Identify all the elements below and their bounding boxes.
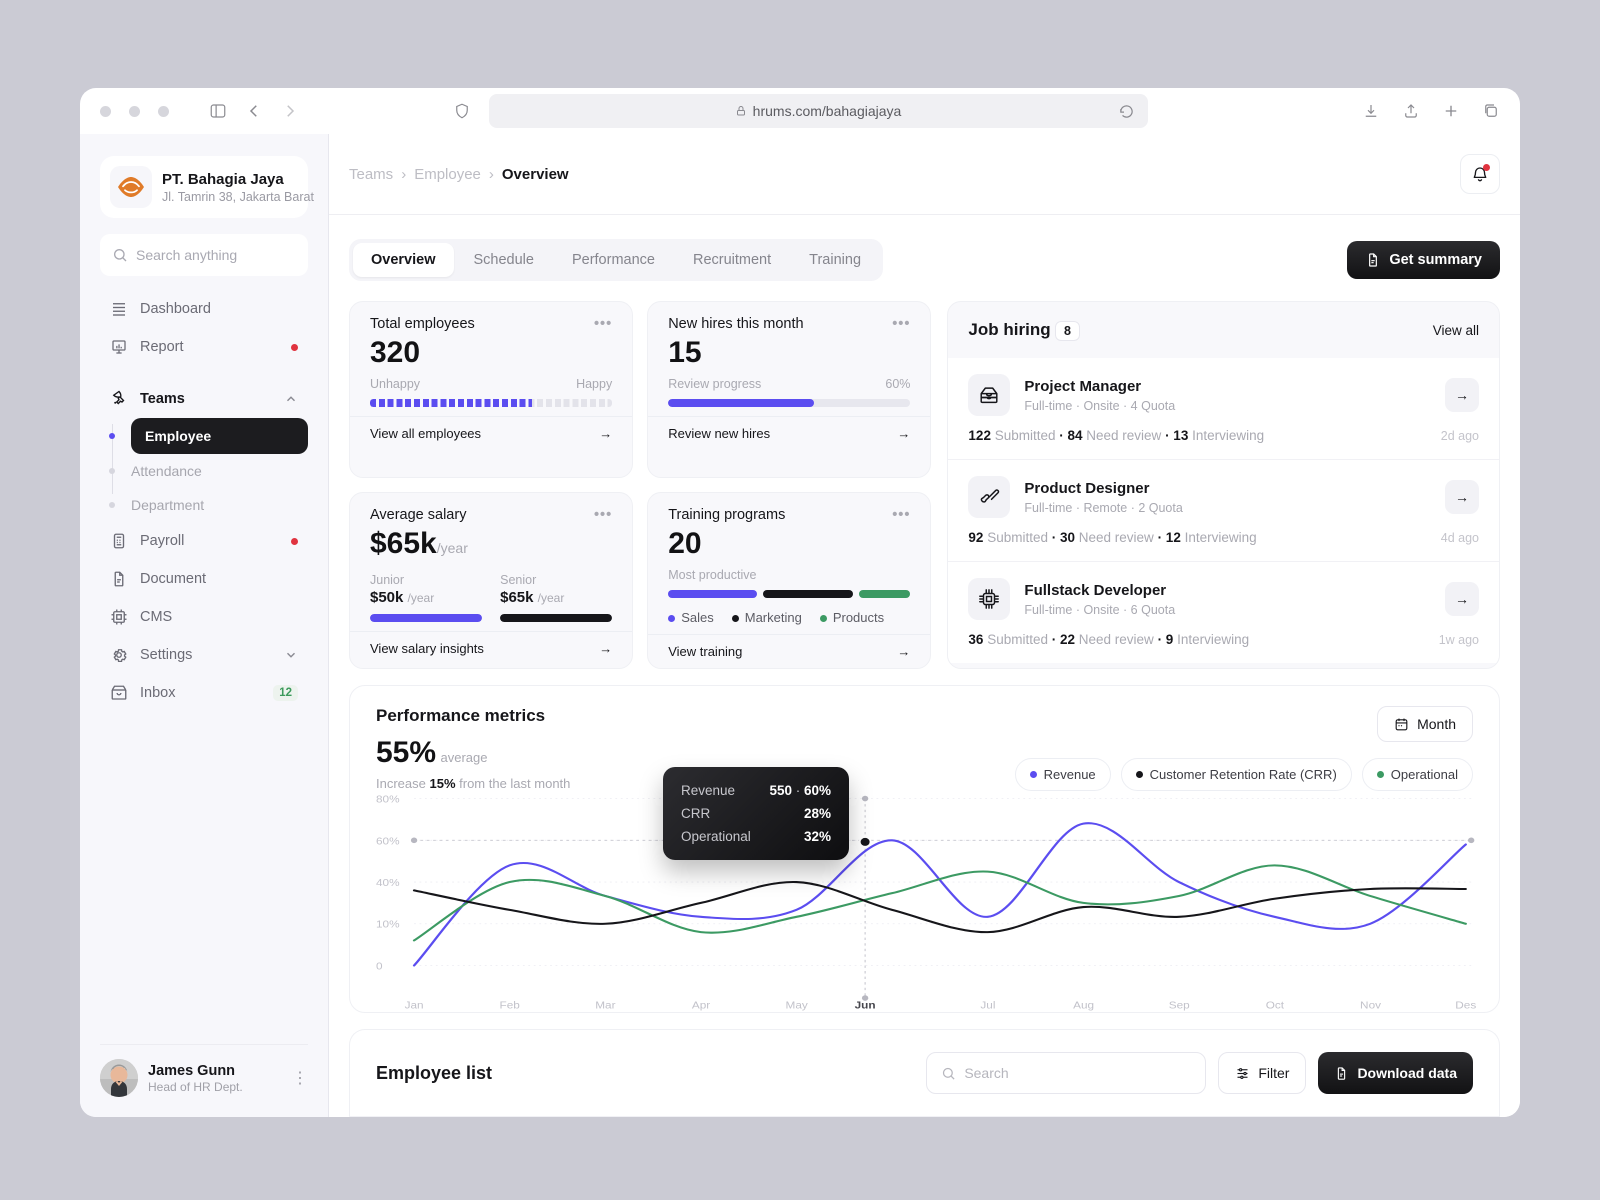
svg-text:60%: 60%	[376, 836, 400, 847]
svg-text:Des: Des	[1455, 1000, 1476, 1011]
svg-text:Mar: Mar	[595, 1000, 616, 1011]
svg-text:40%: 40%	[376, 878, 400, 889]
svg-text:May: May	[786, 1000, 809, 1011]
svg-text:Oct: Oct	[1266, 1000, 1284, 1011]
svg-text:Nov: Nov	[1360, 1000, 1381, 1011]
svg-text:80%: 80%	[376, 794, 400, 805]
svg-text:Sep: Sep	[1169, 1000, 1190, 1011]
svg-text:Apr: Apr	[692, 1000, 711, 1011]
svg-text:Feb: Feb	[500, 1000, 520, 1011]
svg-text:Aug: Aug	[1073, 1000, 1094, 1011]
svg-text:Jan: Jan	[405, 1000, 424, 1011]
svg-text:0: 0	[376, 961, 383, 972]
svg-text:10%: 10%	[376, 919, 400, 930]
svg-text:Jul: Jul	[980, 1000, 995, 1011]
svg-text:Jun: Jun	[855, 1000, 876, 1011]
